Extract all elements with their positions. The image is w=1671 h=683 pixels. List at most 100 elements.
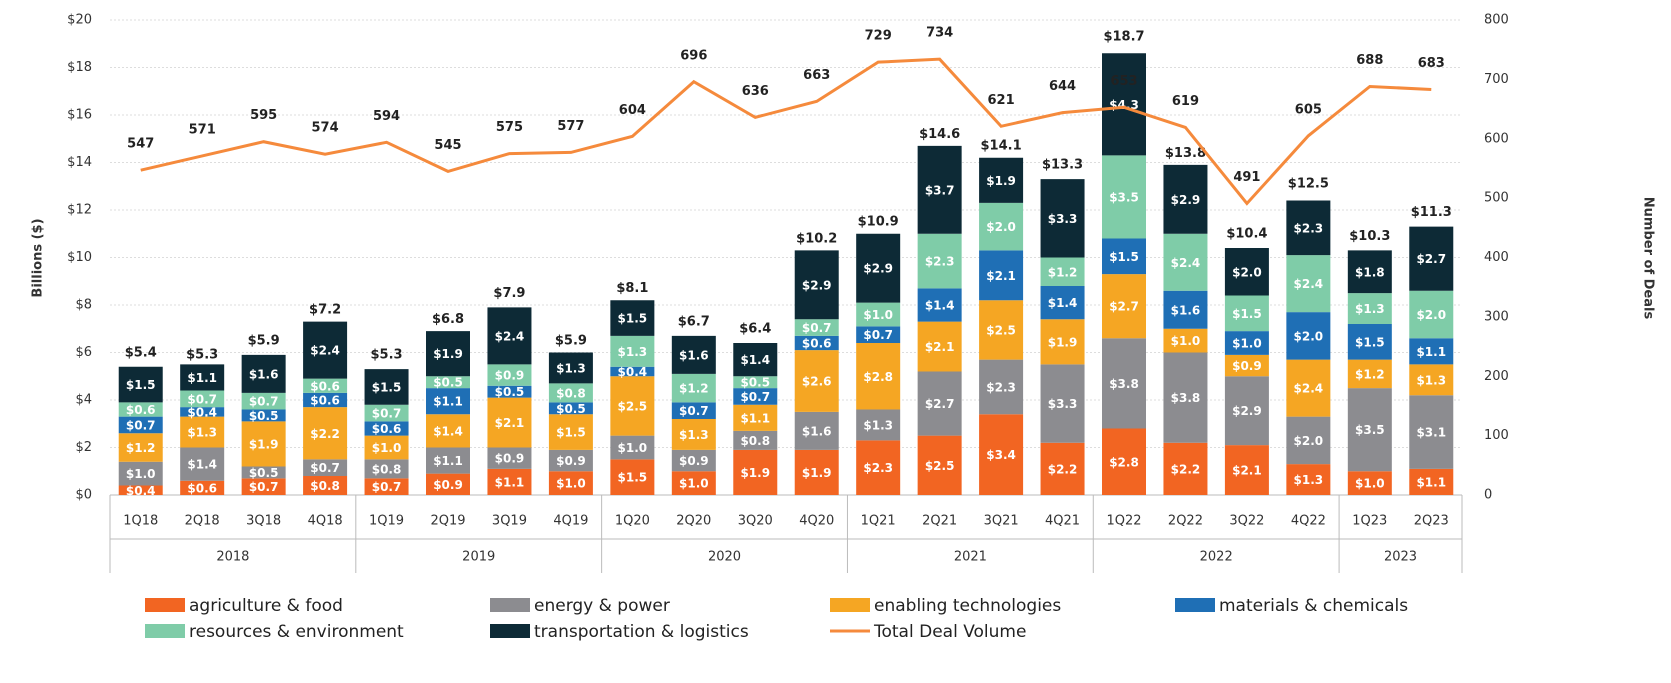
x-tick-label: 3Q22 bbox=[1229, 514, 1264, 529]
legend-label: agriculture & food bbox=[189, 596, 343, 616]
bar-value-label: $1.9 bbox=[1048, 335, 1078, 349]
bar-segment bbox=[1102, 338, 1146, 429]
bar-segment bbox=[671, 419, 716, 450]
bar-segment bbox=[118, 433, 163, 462]
bar-value-label: $0.9 bbox=[556, 454, 586, 468]
deal-line bbox=[140, 57, 1432, 206]
bar-segment bbox=[856, 440, 901, 495]
bar-segment bbox=[1163, 290, 1208, 329]
x-tick-label: 4Q20 bbox=[799, 514, 834, 529]
y2-tick-label: 700 bbox=[1484, 72, 1509, 87]
bar-segment bbox=[1286, 359, 1331, 417]
bar-value-label: $1.3 bbox=[1294, 473, 1324, 487]
bar-segment bbox=[548, 449, 593, 472]
bar-value-label: $1.3 bbox=[618, 345, 648, 359]
y-tick-label: $4 bbox=[75, 393, 92, 408]
bar-segment bbox=[610, 459, 655, 495]
y2-tick-label: 400 bbox=[1484, 250, 1509, 265]
bar-segment bbox=[487, 364, 532, 386]
bar-value-label: $3.3 bbox=[1048, 397, 1078, 411]
bar-value-label: $2.9 bbox=[1232, 404, 1262, 418]
bar-segment bbox=[979, 202, 1024, 251]
bar-value-label: $1.8 bbox=[1355, 265, 1385, 279]
x-tick-label: 1Q18 bbox=[123, 514, 158, 529]
y-tick-label: $0 bbox=[75, 488, 92, 503]
bar-value-label: $0.6 bbox=[187, 481, 217, 495]
bar-value-label: $1.3 bbox=[863, 418, 893, 432]
bar-segment bbox=[1286, 312, 1331, 360]
bar-segment bbox=[364, 369, 409, 405]
legend-swatch bbox=[490, 624, 530, 638]
x-tick-label: 4Q19 bbox=[553, 514, 588, 529]
bar-value-label: $0.8 bbox=[372, 462, 402, 476]
bar-value-label: $0.4 bbox=[187, 405, 217, 419]
bar-segment bbox=[118, 485, 163, 495]
bar-segment bbox=[856, 326, 901, 343]
bar-segment bbox=[733, 404, 778, 431]
bar-segment bbox=[118, 416, 163, 434]
x-tick-label: 3Q19 bbox=[492, 514, 527, 529]
bar-value-label: $0.6 bbox=[126, 403, 156, 417]
line-value-label: 621 bbox=[988, 93, 1015, 108]
bar-segment bbox=[1040, 442, 1085, 495]
legend-label: energy & power bbox=[534, 596, 670, 616]
legend-label: materials & chemicals bbox=[1219, 596, 1408, 616]
bar-value-label: $0.6 bbox=[802, 337, 832, 351]
bar-segment bbox=[364, 404, 409, 422]
bar-segment bbox=[1286, 200, 1331, 256]
bar-segment bbox=[1224, 354, 1269, 377]
bar-value-label: $0.8 bbox=[740, 434, 770, 448]
bar-segment bbox=[1163, 352, 1208, 443]
bar-value-label: $1.6 bbox=[1171, 303, 1201, 317]
legend-swatch bbox=[830, 598, 870, 612]
bar-segment bbox=[1102, 53, 1146, 156]
bar-value-label: $2.7 bbox=[1416, 252, 1446, 266]
bar-value-label: $1.2 bbox=[679, 382, 709, 396]
group-label: 2018 bbox=[216, 550, 249, 565]
bar-value-label: $1.2 bbox=[1355, 367, 1385, 381]
bar-segment bbox=[1102, 428, 1146, 495]
total-label: $5.3 bbox=[371, 348, 403, 363]
bar-segment bbox=[364, 421, 409, 436]
bar-segment bbox=[917, 145, 962, 234]
group-label: 2020 bbox=[708, 550, 741, 565]
bar-value-label: $0.6 bbox=[372, 422, 402, 436]
bar-value-label: $3.8 bbox=[1109, 377, 1139, 391]
bar-value-label: $1.3 bbox=[187, 426, 217, 440]
bar-segment bbox=[794, 319, 839, 336]
line-value-label: 644 bbox=[1049, 79, 1076, 94]
x-tick-label: 1Q20 bbox=[615, 514, 650, 529]
bar-segment bbox=[1347, 388, 1392, 472]
legend-swatch bbox=[490, 598, 530, 612]
x-tick-label: 2Q21 bbox=[922, 514, 957, 529]
bar-segment bbox=[241, 466, 286, 479]
bar-value-label: $1.1 bbox=[433, 454, 463, 468]
y-tick-label: $14 bbox=[67, 155, 92, 170]
legend-label: resources & environment bbox=[189, 622, 404, 642]
x-tick-label: 1Q21 bbox=[861, 514, 896, 529]
bar-segment bbox=[1163, 442, 1208, 495]
bar-segment bbox=[1286, 416, 1331, 465]
bar-value-label: $2.1 bbox=[1232, 464, 1262, 478]
line-value-label: 571 bbox=[189, 122, 216, 137]
bar-value-label: $1.4 bbox=[433, 424, 463, 438]
y-tick-label: $2 bbox=[75, 440, 92, 455]
bar-segment bbox=[979, 414, 1024, 495]
bar-value-label: $1.5 bbox=[1109, 250, 1139, 264]
bar-segment bbox=[303, 321, 348, 379]
bar-segment bbox=[1409, 338, 1454, 365]
bar-value-label: $1.5 bbox=[618, 312, 648, 326]
bar-segment bbox=[241, 409, 286, 422]
bar-value-label: $0.7 bbox=[187, 392, 217, 406]
group-label: 2022 bbox=[1200, 550, 1233, 565]
bar-segment bbox=[426, 388, 470, 415]
bar-value-label: $3.1 bbox=[1416, 426, 1446, 440]
y-tick-label: $12 bbox=[67, 203, 92, 218]
bar-segment bbox=[1163, 233, 1208, 291]
y2-tick-label: 0 bbox=[1484, 488, 1492, 503]
line-value-label: 688 bbox=[1356, 53, 1383, 68]
line-value-label: 729 bbox=[865, 29, 892, 44]
bar-value-label: $2.3 bbox=[986, 380, 1016, 394]
bar-segment bbox=[671, 449, 716, 472]
